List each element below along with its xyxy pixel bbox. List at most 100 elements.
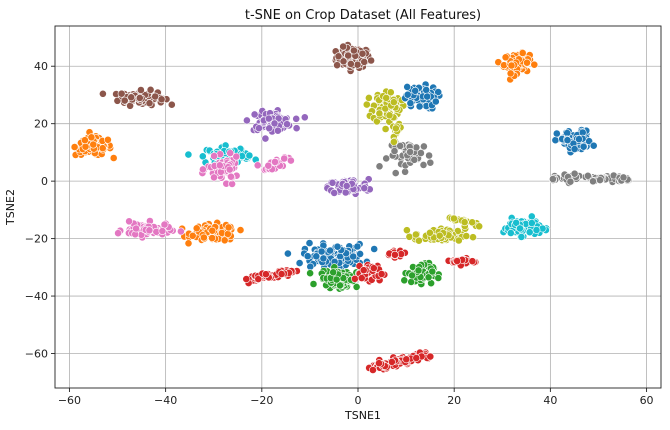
- data-point: [389, 137, 398, 146]
- data-point: [353, 242, 362, 251]
- data-point: [469, 233, 477, 242]
- x-tick-label: 60: [640, 394, 654, 407]
- data-point: [342, 181, 351, 190]
- data-point: [411, 86, 420, 95]
- data-point: [253, 161, 262, 170]
- cluster: [283, 239, 379, 278]
- data-point: [422, 86, 431, 94]
- data-point: [402, 226, 411, 235]
- cluster: [549, 169, 633, 187]
- data-point: [368, 366, 377, 374]
- data-point: [390, 250, 399, 259]
- data-point: [70, 143, 79, 151]
- data-point: [530, 60, 539, 69]
- data-point: [468, 218, 477, 227]
- data-point: [306, 262, 315, 271]
- data-point: [286, 156, 295, 165]
- data-point: [145, 99, 154, 108]
- data-point: [329, 268, 338, 277]
- cluster: [375, 138, 435, 177]
- data-point: [228, 179, 236, 188]
- data-point: [416, 149, 425, 157]
- data-point: [135, 94, 144, 102]
- data-point: [232, 152, 241, 161]
- data-point: [423, 92, 432, 101]
- data-point: [157, 95, 166, 104]
- cluster: [242, 106, 309, 143]
- data-point: [460, 218, 469, 227]
- data-point: [208, 226, 217, 235]
- data-point: [109, 154, 118, 162]
- data-point: [236, 226, 245, 234]
- data-point: [589, 141, 598, 150]
- chart-title: t-SNE on Crop Dataset (All Features): [245, 8, 481, 23]
- x-axis-ticks: −60 −40 −20 0 20 40 60: [58, 388, 654, 407]
- data-point: [227, 172, 235, 181]
- data-point: [261, 270, 270, 279]
- data-point: [359, 266, 368, 275]
- data-point: [575, 135, 583, 144]
- data-point: [400, 276, 409, 285]
- data-point: [506, 69, 515, 78]
- data-point: [225, 165, 234, 174]
- data-point: [501, 53, 510, 62]
- cluster: [198, 149, 241, 188]
- data-point: [527, 219, 536, 227]
- data-point: [305, 239, 314, 247]
- data-point: [415, 102, 424, 111]
- data-point: [462, 232, 471, 240]
- data-point: [375, 359, 383, 368]
- data-point: [98, 144, 107, 153]
- data-point: [552, 129, 561, 138]
- data-point: [339, 42, 348, 51]
- data-point: [410, 155, 419, 164]
- data-point: [136, 86, 145, 94]
- data-point: [411, 230, 420, 239]
- data-point: [360, 184, 369, 193]
- y-tick-label: 20: [34, 118, 48, 131]
- data-point: [506, 229, 515, 237]
- data-point: [333, 61, 341, 70]
- data-point: [468, 257, 477, 266]
- data-point: [390, 147, 399, 155]
- data-point: [146, 85, 155, 94]
- y-tick-label: 0: [41, 175, 48, 188]
- y-axis-label: TSNE2: [4, 189, 17, 226]
- data-point: [405, 232, 414, 241]
- y-tick-label: −20: [25, 233, 48, 246]
- data-point: [382, 154, 391, 163]
- data-point: [570, 169, 579, 178]
- data-point: [120, 96, 129, 105]
- data-point: [563, 136, 572, 145]
- data-point: [527, 212, 536, 221]
- data-point: [81, 136, 89, 145]
- data-point: [344, 51, 353, 60]
- data-point: [114, 229, 122, 238]
- data-point: [453, 257, 461, 265]
- cluster: [362, 87, 408, 133]
- data-point: [414, 266, 423, 275]
- data-point: [425, 151, 433, 160]
- data-point: [104, 135, 112, 144]
- data-point: [377, 270, 386, 278]
- data-point: [425, 228, 434, 237]
- data-point: [199, 233, 208, 242]
- cluster: [331, 41, 375, 75]
- data-point: [566, 177, 575, 186]
- x-tick-label: −20: [250, 394, 273, 407]
- x-tick-label: 40: [543, 394, 557, 407]
- cluster: [365, 348, 435, 374]
- data-point: [306, 269, 314, 278]
- data-point: [319, 254, 328, 263]
- grid: [55, 26, 661, 388]
- cluster: [499, 212, 551, 241]
- data-point: [532, 226, 541, 234]
- y-axis-ticks: −60 −40 −20 0 20 40: [25, 60, 55, 361]
- data-point: [176, 227, 185, 236]
- data-point: [518, 49, 527, 57]
- data-point: [198, 165, 207, 174]
- cluster: [389, 120, 405, 146]
- cluster: [400, 259, 443, 288]
- data-point: [356, 249, 364, 258]
- data-point: [127, 93, 136, 102]
